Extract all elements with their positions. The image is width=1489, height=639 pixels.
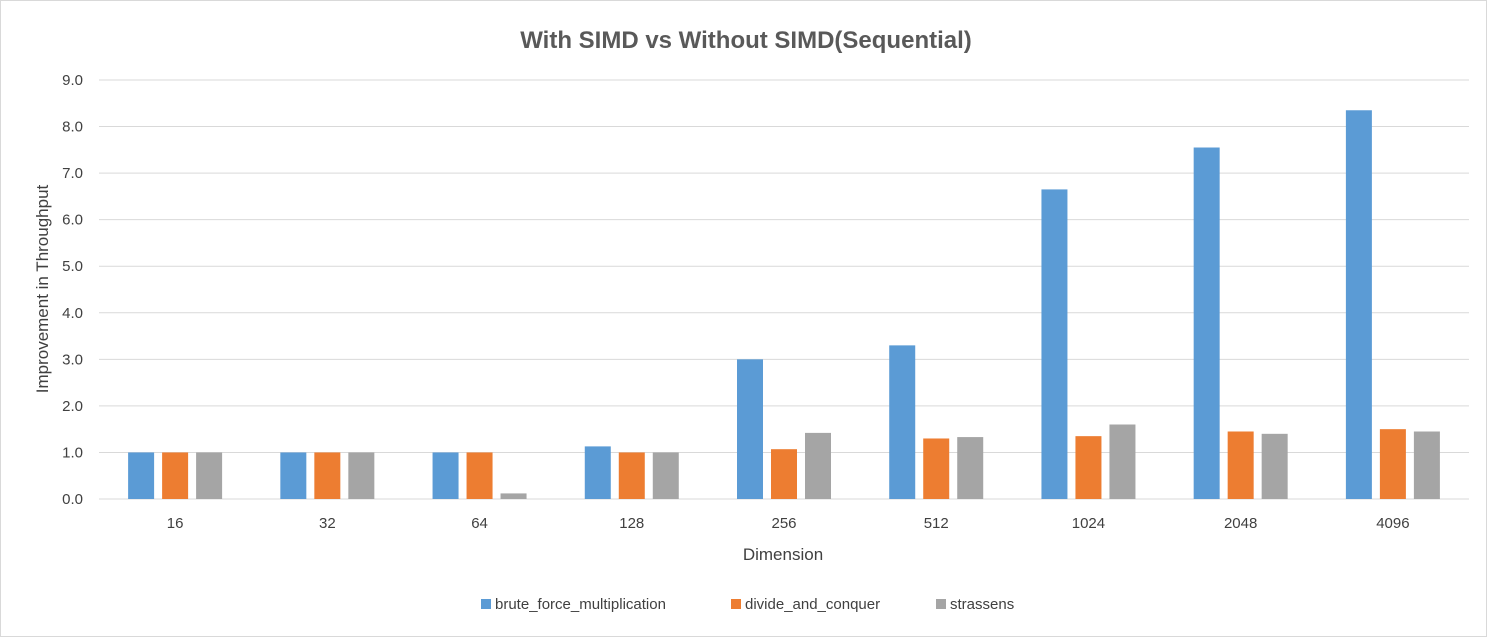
y-tick-label: 2.0	[62, 398, 83, 415]
bar-brute_force_multiplication-2048	[1193, 147, 1220, 499]
y-tick-label: 6.0	[62, 212, 83, 229]
bar-divide_and_conquer-1024	[1075, 436, 1102, 499]
bars	[128, 110, 1440, 499]
y-tick-label: 1.0	[62, 444, 83, 461]
legend-swatch-brute_force_multiplication	[481, 599, 491, 609]
x-axis-title: Dimension	[743, 545, 823, 564]
y-tick-label: 9.0	[62, 72, 83, 89]
bar-strassens-2048	[1261, 433, 1288, 499]
x-tick-label: 128	[619, 515, 644, 532]
bar-strassens-1024	[1109, 424, 1136, 499]
y-tick-label: 8.0	[62, 119, 83, 136]
bar-brute_force_multiplication-512	[889, 345, 916, 499]
legend-label-divide_and_conquer: divide_and_conquer	[745, 596, 880, 613]
bar-divide_and_conquer-64	[466, 452, 493, 499]
bar-divide_and_conquer-128	[618, 452, 645, 499]
y-tick-labels: 0.0 1.0 2.0 3.0 4.0 5.0 6.0 7.0 8.0 9.0	[62, 72, 83, 508]
bar-brute_force_multiplication-128	[584, 446, 611, 499]
bar-brute_force_multiplication-256	[737, 359, 763, 499]
bar-divide_and_conquer-2048	[1227, 431, 1254, 499]
bar-brute_force_multiplication-64	[432, 452, 459, 499]
x-tick-label: 1024	[1072, 515, 1105, 532]
x-tick-label: 4096	[1376, 515, 1409, 532]
bar-strassens-256	[805, 432, 831, 499]
bar-strassens-32	[348, 452, 375, 499]
y-tick-label: 5.0	[62, 258, 83, 275]
bar-divide_and_conquer-4096	[1379, 429, 1406, 499]
bar-brute_force_multiplication-16	[128, 452, 155, 499]
bar-strassens-4096	[1413, 431, 1440, 499]
x-tick-label: 16	[167, 515, 184, 532]
bar-strassens-16	[196, 452, 223, 499]
bar-strassens-64	[500, 493, 527, 499]
x-tick-label: 256	[771, 515, 796, 532]
legend-label-strassens: strassens	[950, 596, 1014, 613]
bar-brute_force_multiplication-32	[280, 452, 307, 499]
chart-title: With SIMD vs Without SIMD(Sequential)	[520, 27, 972, 54]
x-tick-labels: 16 32 64 128 256 512 1024 2048 4096	[167, 515, 1410, 532]
bar-brute_force_multiplication-4096	[1345, 110, 1372, 499]
legend-swatch-strassens	[936, 599, 946, 609]
x-tick-label: 32	[319, 515, 336, 532]
bar-divide_and_conquer-16	[162, 452, 189, 499]
bar-divide_and_conquer-32	[314, 452, 341, 499]
legend: brute_force_multiplication divide_and_con…	[481, 596, 1014, 613]
bar-brute_force_multiplication-1024	[1041, 189, 1068, 499]
x-tick-label: 512	[924, 515, 949, 532]
legend-label-brute_force_multiplication: brute_force_multiplication	[495, 596, 666, 613]
legend-swatch-divide_and_conquer	[731, 599, 741, 609]
bar-divide_and_conquer-256	[771, 449, 797, 499]
bar-strassens-128	[652, 452, 679, 499]
y-tick-label: 4.0	[62, 305, 83, 322]
bar-divide_and_conquer-512	[923, 438, 950, 499]
x-tick-label: 2048	[1224, 515, 1257, 532]
y-tick-label: 7.0	[62, 165, 83, 182]
x-tick-label: 64	[471, 515, 488, 532]
bar-strassens-512	[957, 437, 984, 499]
y-axis-title: Improvement in Throughput	[33, 184, 52, 393]
y-tick-label: 0.0	[62, 491, 83, 508]
y-tick-label: 3.0	[62, 351, 83, 368]
